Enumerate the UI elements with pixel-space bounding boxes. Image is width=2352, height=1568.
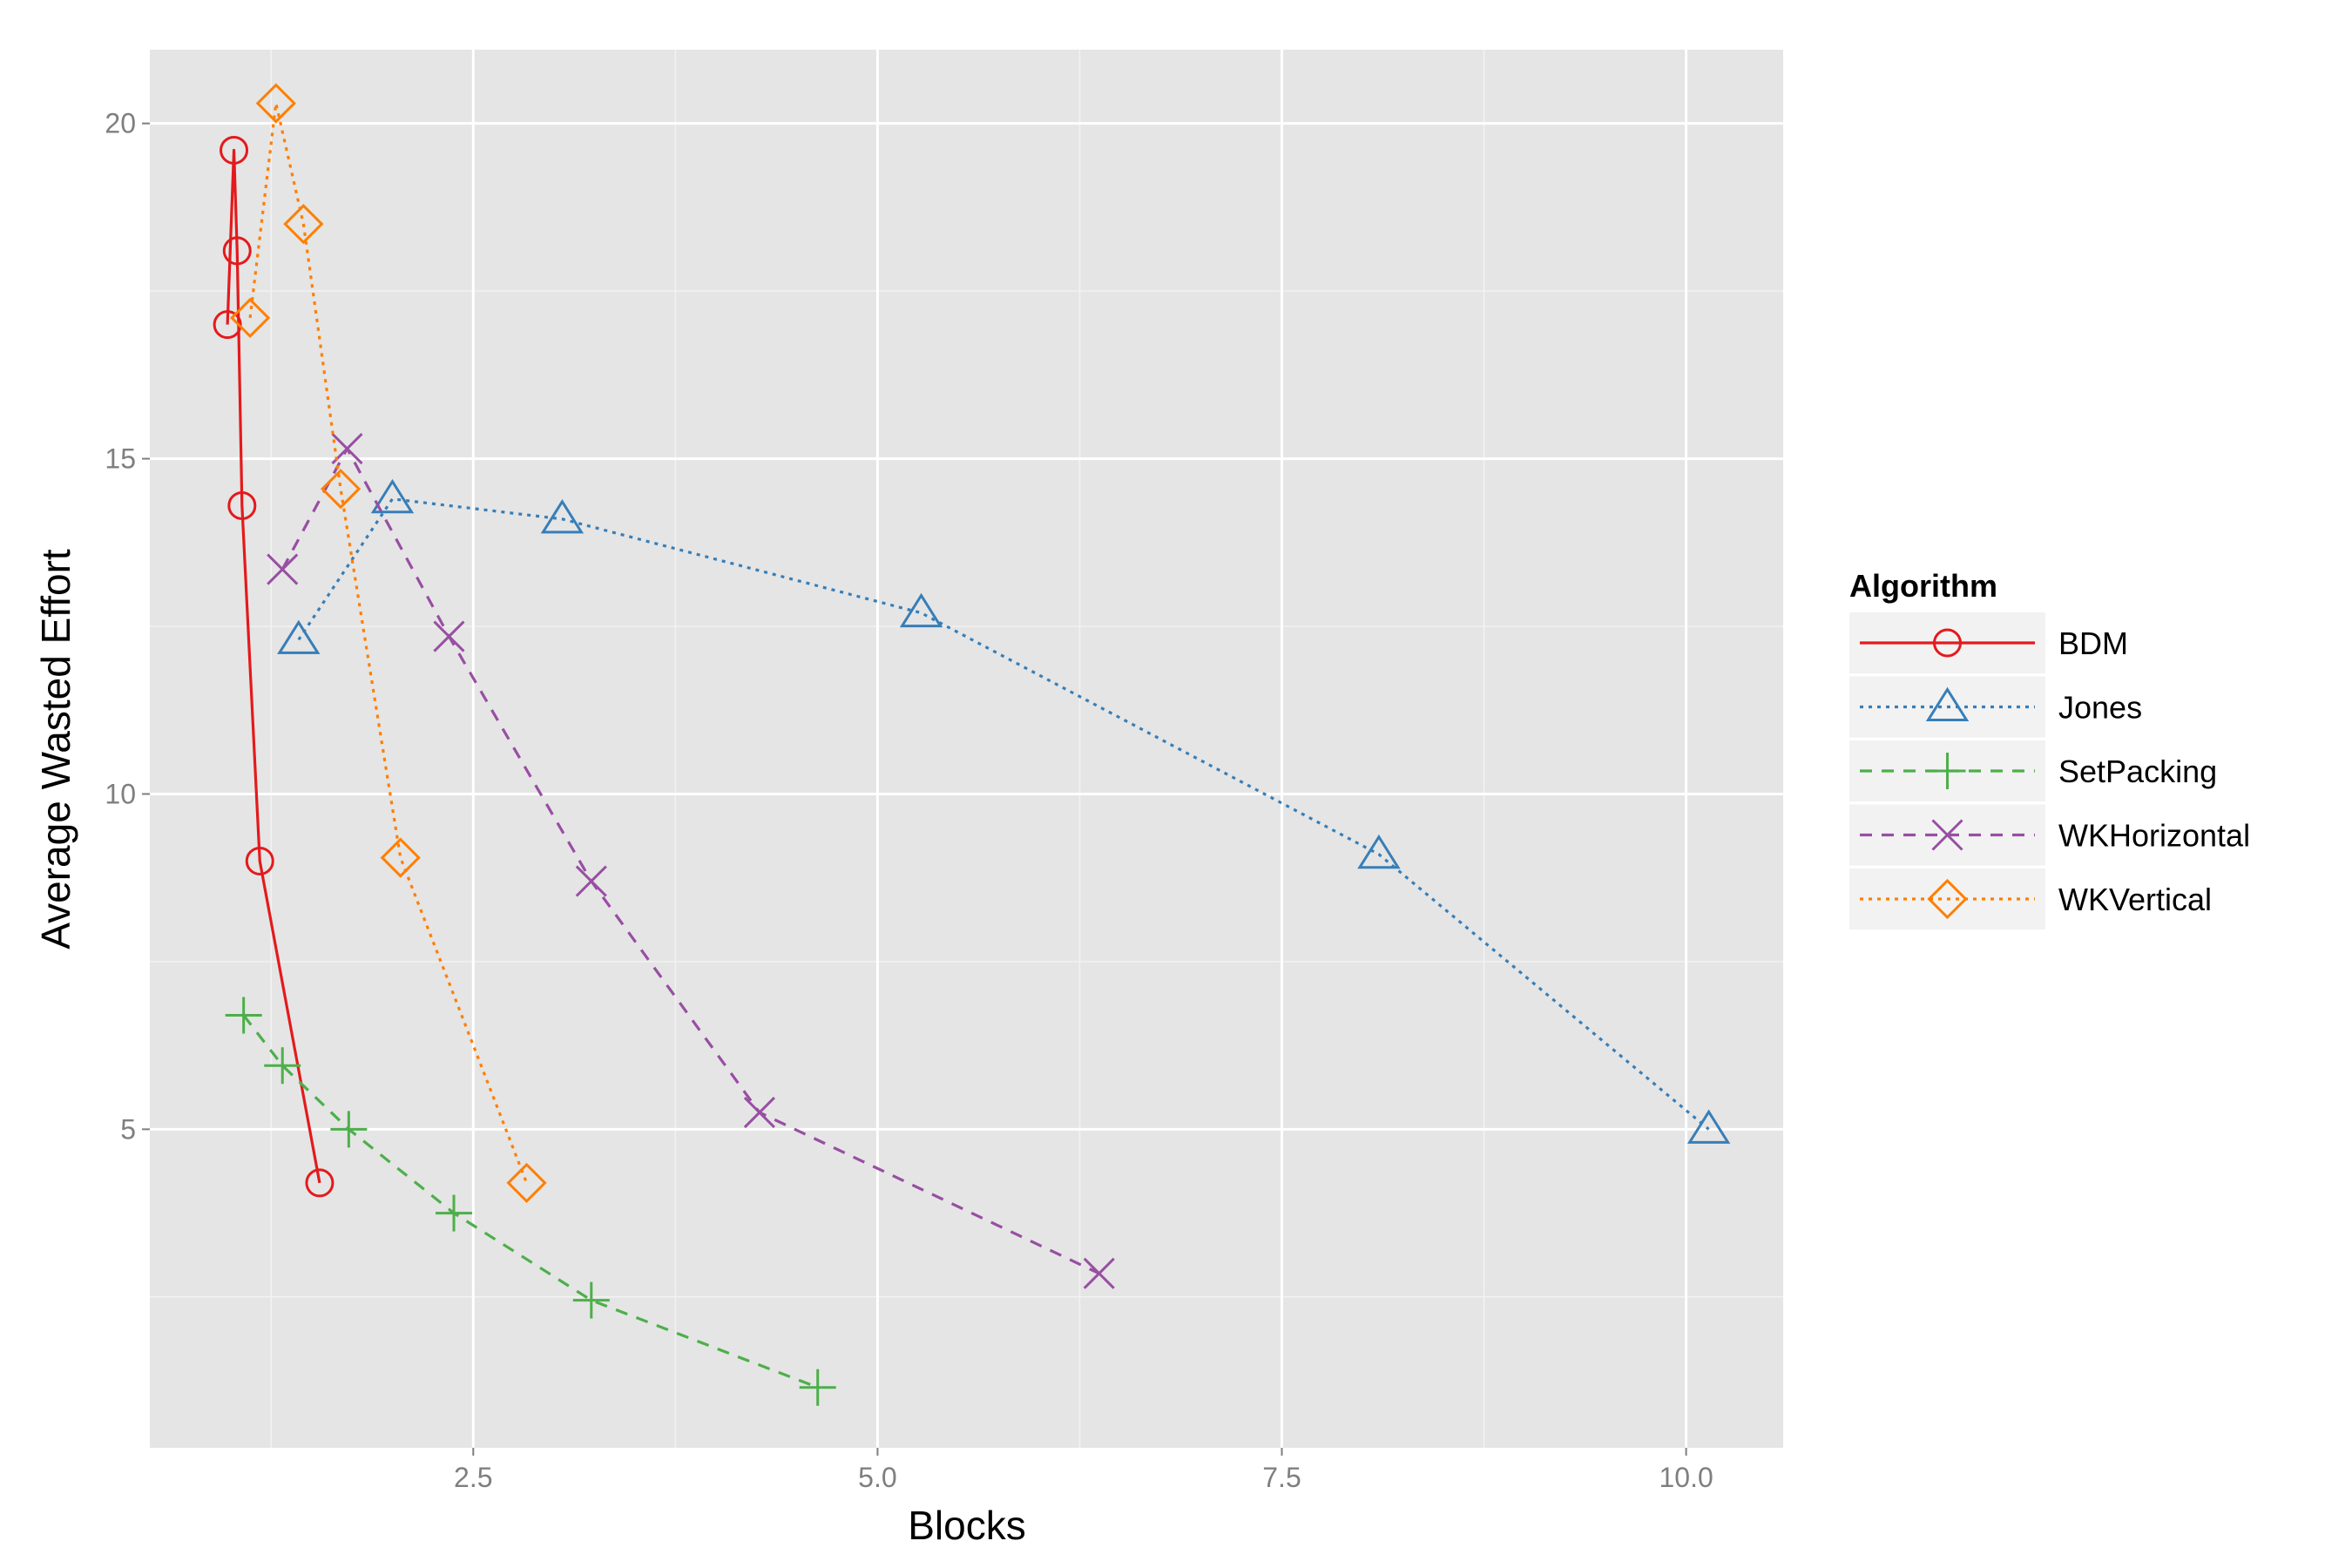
series-line-jones: [297, 497, 1710, 1131]
plot-panel: [150, 50, 1783, 1448]
data-point-jones: [277, 619, 321, 654]
data-point-wkvertical: [229, 297, 271, 339]
x-axis-ticks: 2.5 5.0 7.5 10.0: [454, 1448, 1713, 1493]
x-axis-title: Blocks: [908, 1503, 1025, 1548]
series-line-wkhorizontal: [280, 447, 1100, 1275]
series-wkhorizontal: [267, 432, 1115, 1289]
legend-title: Algorithm: [1849, 568, 1997, 604]
legend-item-wkvertical: WKVertical: [1849, 868, 2212, 929]
data-point-setpacking: [572, 1281, 610, 1319]
data-point-wkvertical: [506, 1162, 547, 1204]
data-point-bdm: [222, 236, 252, 266]
data-point-jones: [370, 478, 415, 514]
data-point-setpacking: [330, 1111, 368, 1148]
grid-minor: [150, 50, 1783, 1448]
legend-item-bdm: BDM: [1849, 612, 2128, 673]
data-point-bdm: [245, 846, 274, 875]
x-tick-label: 10.0: [1659, 1462, 1713, 1493]
legend-key-marker: [1927, 878, 1968, 920]
legend-label-bdm: BDM: [2058, 625, 2128, 661]
data-point-bdm: [227, 490, 257, 520]
series-line-wkvertical: [248, 101, 529, 1184]
data-point-jones: [540, 499, 585, 534]
data-point-jones: [899, 592, 943, 628]
y-axis-ticks: 5 10 15 20: [105, 108, 150, 1145]
data-point-wkvertical: [255, 83, 296, 124]
y-axis-title: Average Wasted Effort: [33, 549, 78, 950]
legend-item-setpacking: SetPacking: [1849, 740, 2217, 801]
data-point-bdm: [305, 1168, 335, 1198]
legend-label-wkhorizontal: WKHorizontal: [2058, 818, 2250, 854]
y-tick-label: 15: [105, 443, 136, 475]
x-tick-label: 2.5: [454, 1462, 492, 1493]
legend-key-marker: [1931, 819, 1963, 851]
y-tick-label: 10: [105, 778, 136, 809]
legend-key-marker: [1925, 686, 1970, 721]
legend: Algorithm BDM Jones SetPacking WKHorizontal…: [1849, 568, 2250, 929]
series-setpacking: [225, 997, 836, 1406]
series-wkvertical: [229, 83, 547, 1204]
series-line-bdm: [226, 148, 321, 1184]
data-point-setpacking: [799, 1369, 836, 1406]
data-point-setpacking: [264, 1047, 301, 1085]
x-tick-label: 7.5: [1262, 1462, 1301, 1493]
data-point-wkhorizontal: [575, 865, 607, 897]
data-point-wkvertical: [283, 204, 324, 245]
legend-item-jones: Jones: [1849, 676, 2142, 738]
data-point-wkhorizontal: [433, 620, 465, 652]
legend-items: BDM Jones SetPacking WKHorizontal WKVertical: [1849, 612, 2250, 929]
data-point-wkhorizontal: [743, 1097, 775, 1129]
data-point-wkhorizontal: [267, 553, 299, 585]
data-point-jones: [1686, 1109, 1731, 1144]
y-tick-label: 5: [120, 1113, 136, 1145]
legend-label-jones: Jones: [2058, 690, 2142, 726]
data-point-setpacking: [436, 1194, 473, 1232]
legend-key-marker: [1929, 753, 1966, 789]
legend-key-marker: [1933, 628, 1962, 658]
grid-major: [150, 50, 1783, 1448]
data-point-bdm: [220, 135, 249, 165]
legend-item-wkhorizontal: WKHorizontal: [1849, 804, 2250, 866]
series-layer: [213, 83, 1731, 1406]
y-tick-label: 20: [105, 108, 136, 139]
legend-label-setpacking: SetPacking: [2058, 754, 2217, 789]
data-point-setpacking: [225, 997, 262, 1034]
x-tick-label: 5.0: [858, 1462, 896, 1493]
series-line-setpacking: [242, 1014, 819, 1389]
series-jones: [277, 478, 1731, 1144]
data-point-wkvertical: [320, 469, 362, 510]
data-point-jones: [1357, 834, 1401, 869]
legend-label-wkvertical: WKVertical: [2058, 882, 2212, 917]
data-point-wkvertical: [380, 837, 421, 878]
data-point-wkhorizontal: [1083, 1257, 1115, 1289]
series-bdm: [213, 135, 335, 1198]
data-point-bdm: [213, 310, 242, 340]
